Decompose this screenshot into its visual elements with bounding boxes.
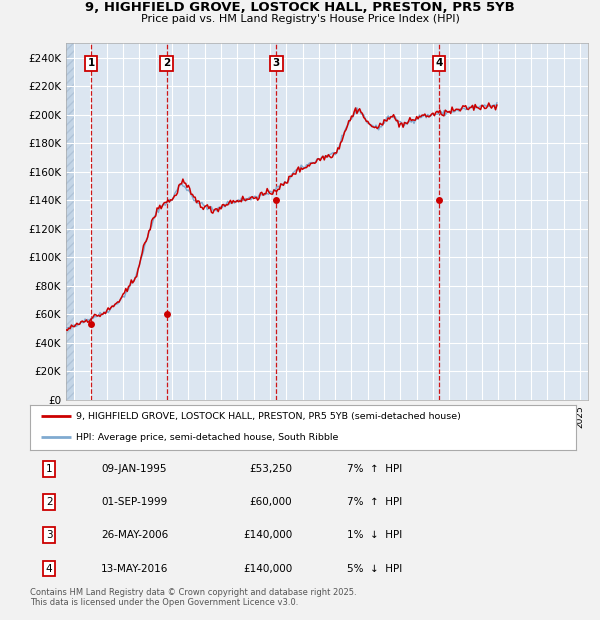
Text: £53,250: £53,250 bbox=[249, 464, 292, 474]
Text: 09-JAN-1995: 09-JAN-1995 bbox=[101, 464, 166, 474]
Text: 7%  ↑  HPI: 7% ↑ HPI bbox=[347, 464, 402, 474]
Text: 7%  ↑  HPI: 7% ↑ HPI bbox=[347, 497, 402, 507]
Text: £60,000: £60,000 bbox=[250, 497, 292, 507]
Bar bbox=[66, 43, 74, 400]
Text: 4: 4 bbox=[46, 564, 52, 574]
Text: 2: 2 bbox=[46, 497, 52, 507]
Text: 01-SEP-1999: 01-SEP-1999 bbox=[101, 497, 167, 507]
Text: 4: 4 bbox=[436, 58, 443, 68]
Text: 5%  ↓  HPI: 5% ↓ HPI bbox=[347, 564, 402, 574]
Text: 1%  ↓  HPI: 1% ↓ HPI bbox=[347, 530, 402, 540]
Text: 2: 2 bbox=[163, 58, 170, 68]
Text: 9, HIGHFIELD GROVE, LOSTOCK HALL, PRESTON, PR5 5YB (semi-detached house): 9, HIGHFIELD GROVE, LOSTOCK HALL, PRESTO… bbox=[76, 412, 461, 420]
Text: HPI: Average price, semi-detached house, South Ribble: HPI: Average price, semi-detached house,… bbox=[76, 433, 339, 441]
Text: 3: 3 bbox=[273, 58, 280, 68]
Text: 3: 3 bbox=[46, 530, 52, 540]
Text: 9, HIGHFIELD GROVE, LOSTOCK HALL, PRESTON, PR5 5YB: 9, HIGHFIELD GROVE, LOSTOCK HALL, PRESTO… bbox=[85, 1, 515, 14]
Text: 1: 1 bbox=[88, 58, 95, 68]
Text: Contains HM Land Registry data © Crown copyright and database right 2025.
This d: Contains HM Land Registry data © Crown c… bbox=[30, 588, 356, 607]
Text: 13-MAY-2016: 13-MAY-2016 bbox=[101, 564, 169, 574]
Text: £140,000: £140,000 bbox=[243, 564, 292, 574]
Text: £140,000: £140,000 bbox=[243, 530, 292, 540]
Text: 26-MAY-2006: 26-MAY-2006 bbox=[101, 530, 168, 540]
Text: 1: 1 bbox=[46, 464, 52, 474]
Text: Price paid vs. HM Land Registry's House Price Index (HPI): Price paid vs. HM Land Registry's House … bbox=[140, 14, 460, 24]
